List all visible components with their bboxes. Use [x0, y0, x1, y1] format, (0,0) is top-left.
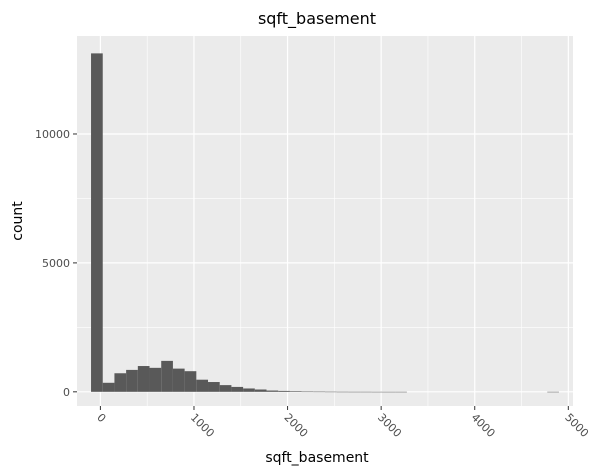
- x-axis-title: sqft_basement: [265, 450, 369, 466]
- histogram-bar: [137, 366, 150, 392]
- y-axis-title: count: [10, 201, 26, 241]
- y-tick-label: 5000: [42, 257, 70, 270]
- histogram-bar: [383, 391, 396, 393]
- plot-panel: [77, 36, 573, 406]
- histogram-bar: [161, 360, 173, 392]
- histogram-bar: [313, 391, 325, 393]
- histogram-bar: [254, 389, 267, 392]
- histogram-bar: [231, 386, 244, 392]
- histogram-bar: [243, 388, 255, 392]
- histogram-bar: [114, 373, 127, 392]
- histogram-bars: [91, 53, 559, 393]
- y-tick-label: 10000: [35, 128, 70, 141]
- histogram-bar: [126, 369, 138, 392]
- histogram-bar: [149, 367, 162, 392]
- histogram-bar: [91, 53, 103, 392]
- histogram-bar: [395, 391, 407, 393]
- y-tick-label: 0: [63, 386, 70, 399]
- histogram-bar: [371, 391, 384, 393]
- histogram-bar: [348, 391, 361, 393]
- histogram-bar: [301, 391, 314, 393]
- histogram-bar: [184, 371, 197, 392]
- histogram-bar: [196, 379, 209, 392]
- histogram-bar: [360, 391, 372, 393]
- minor-gridlines: [77, 36, 573, 406]
- histogram-bar: [278, 390, 290, 392]
- y-axis-ticks: 0 5000 10000: [35, 128, 77, 399]
- histogram-bar: [219, 385, 232, 392]
- histogram-bar: [208, 382, 220, 392]
- histogram-bar: [102, 382, 115, 392]
- histogram-bar: [172, 368, 185, 392]
- histogram-bar: [266, 390, 279, 392]
- histogram-bar: [289, 391, 302, 392]
- histogram-bar: [336, 391, 349, 393]
- histogram-bar: [325, 391, 337, 393]
- chart-title: sqft_basement: [258, 9, 376, 29]
- histogram-bar: [547, 391, 559, 393]
